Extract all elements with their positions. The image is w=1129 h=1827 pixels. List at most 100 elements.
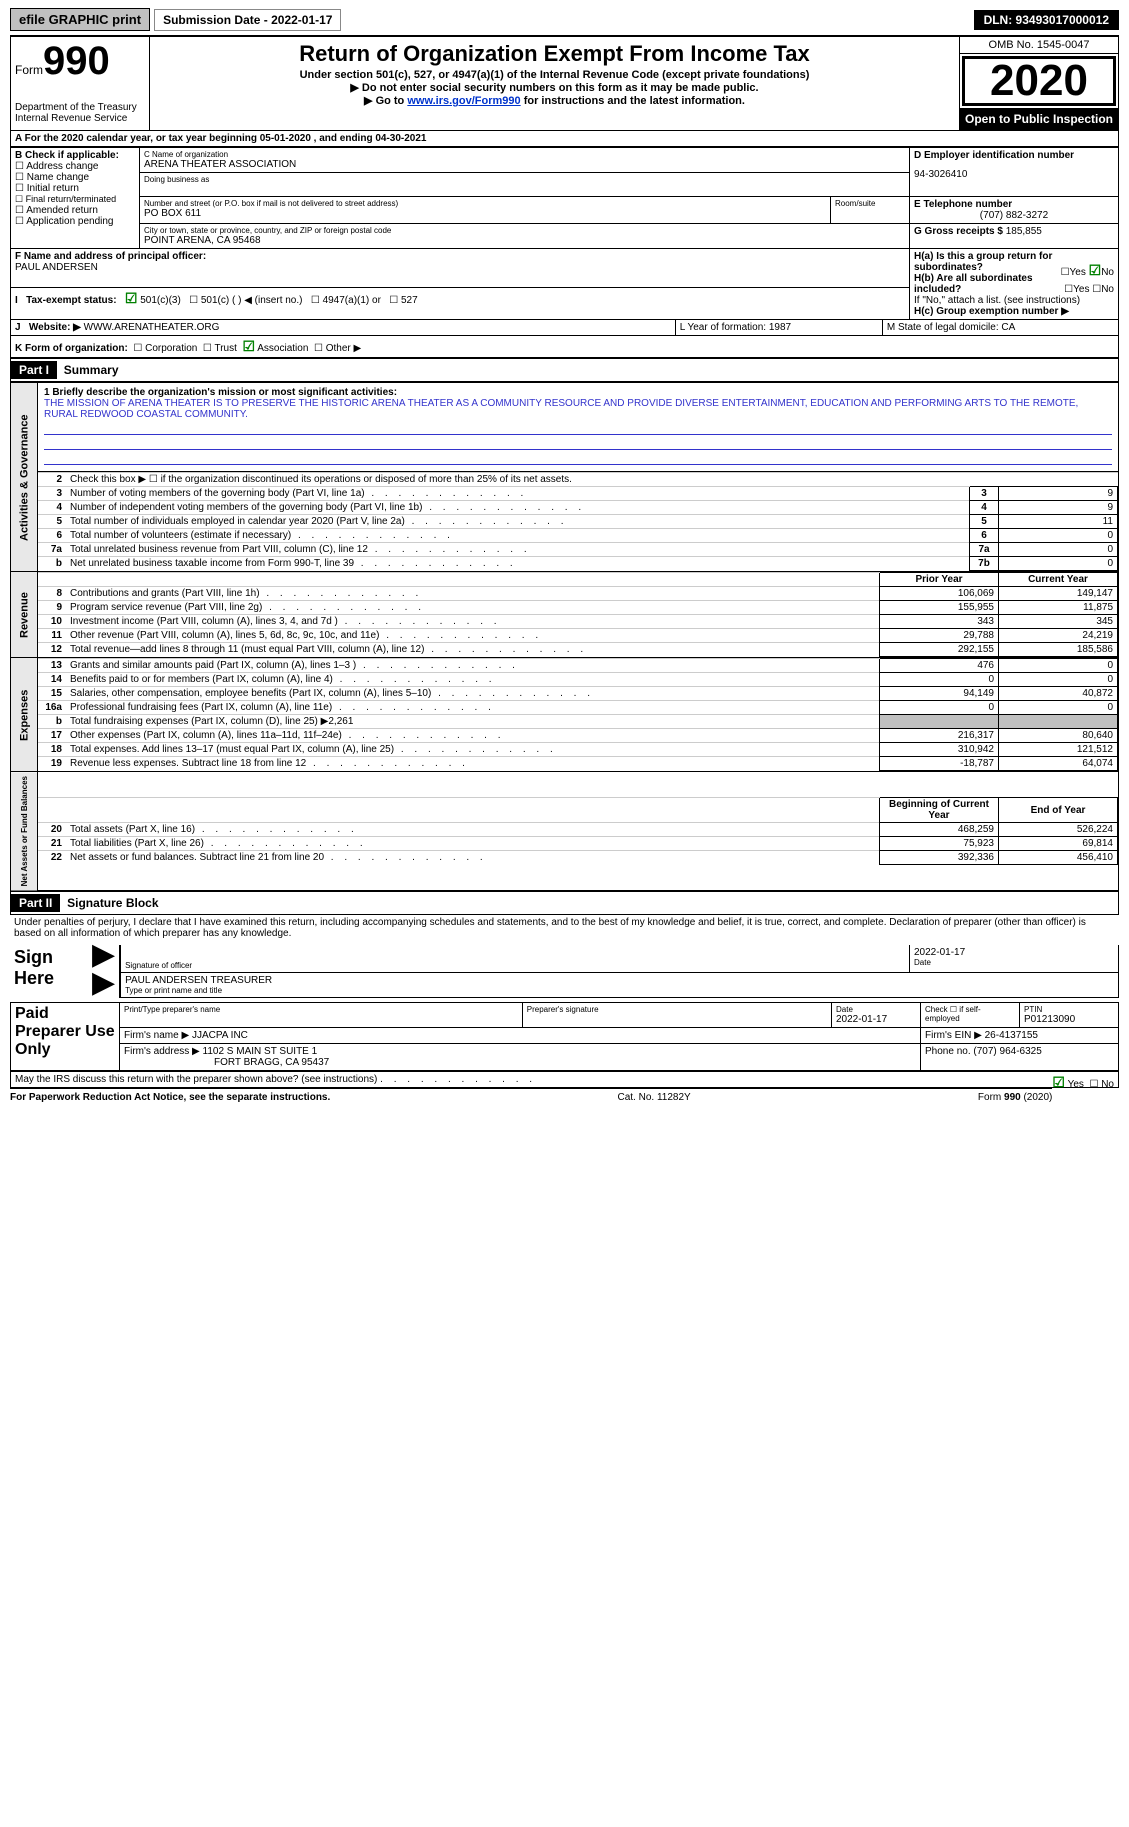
summary-table: Activities & Governance 1 Briefly descri… (10, 382, 1119, 891)
website-value[interactable]: WWW.ARENATHEATER.ORG (84, 322, 220, 333)
check-initial-return[interactable]: ☐ Initial return (15, 183, 135, 194)
firm-ein: 26-4137155 (985, 1030, 1038, 1041)
addr-value: PO BOX 611 (144, 208, 826, 219)
check-address-change[interactable]: ☐ Address change (15, 161, 135, 172)
current-value: 0 (999, 701, 1118, 715)
prior-value: 94,149 (880, 687, 999, 701)
prior-value: 392,336 (880, 851, 999, 865)
box-b-label: B Check if applicable: (15, 150, 135, 161)
line-text: Check this box ▶ ☐ if the organization d… (66, 473, 1118, 487)
h-c: H(c) Group exemption number ▶ (914, 306, 1114, 317)
box-num: 4 (970, 501, 999, 515)
sig-date: 2022-01-17 (914, 947, 1114, 958)
line-text: Professional fundraising fees (Part IX, … (66, 701, 880, 715)
line-num: 9 (38, 601, 66, 615)
line-num: b (38, 715, 66, 729)
phone-value: (707) 882-3272 (914, 210, 1114, 221)
check-pending[interactable]: ☐ Application pending (15, 216, 135, 227)
sig-date-label: Date (914, 958, 1114, 967)
prior-value: 310,942 (880, 743, 999, 757)
prep-date-value: 2022-01-17 (836, 1014, 916, 1025)
subtitle-2: ▶ Do not enter social security numbers o… (154, 81, 955, 94)
sign-here-label: Sign Here (14, 947, 84, 989)
check-amended[interactable]: ☐ Amended return (15, 205, 135, 216)
ptin-value: P01213090 (1024, 1014, 1114, 1025)
line-num: 21 (38, 837, 66, 851)
ptin-label: PTIN (1024, 1005, 1114, 1014)
current-value: 80,640 (999, 729, 1118, 743)
prior-value: 468,259 (880, 823, 999, 837)
line-text: Other revenue (Part VIII, column (A), li… (66, 629, 880, 643)
prior-value: 476 (880, 659, 999, 673)
line-i-label: I Tax-exempt status: (15, 295, 117, 306)
line-text: Total unrelated business revenue from Pa… (66, 543, 970, 557)
line-num: 22 (38, 851, 66, 865)
box-num: 7b (970, 557, 999, 571)
expense-lines: 13 Grants and similar amounts paid (Part… (38, 658, 1118, 771)
submission-date-box: Submission Date - 2022-01-17 (154, 9, 341, 31)
line-m: M State of legal domicile: CA (882, 320, 1118, 335)
line-num: 6 (38, 529, 66, 543)
line-k-label: K Form of organization: (15, 343, 128, 354)
section-revenue-label: Revenue (11, 572, 38, 658)
col-header: Beginning of Current Year (880, 798, 999, 823)
line-num: 3 (38, 487, 66, 501)
current-value: 64,074 (999, 757, 1118, 771)
info-table: B Check if applicable: ☐ Address change … (10, 147, 1119, 358)
omb-number: OMB No. 1545-0047 (960, 36, 1119, 54)
officer-name: PAUL ANDERSEN (15, 262, 905, 273)
current-value: 149,147 (999, 587, 1118, 601)
signer-name-label: Type or print name and title (125, 986, 1114, 995)
dept-label: Department of the Treasury (15, 102, 145, 113)
mission-text: THE MISSION OF ARENA THEATER IS TO PRESE… (44, 398, 1112, 420)
net-lines: Beginning of Current Year End of Year20 … (38, 797, 1118, 865)
line-text: Contributions and grants (Part VIII, lin… (66, 587, 880, 601)
line-a-tax-year: A For the 2020 calendar year, or tax yea… (10, 131, 1119, 147)
line-text: Total assets (Part X, line 16) (66, 823, 880, 837)
line-num: 7a (38, 543, 66, 557)
line-text: Total number of individuals employed in … (66, 515, 970, 529)
addr-label: Number and street (or P.O. box if mail i… (144, 199, 826, 208)
col-header: Current Year (999, 573, 1118, 587)
line-value (880, 715, 999, 729)
current-value: 40,872 (999, 687, 1118, 701)
line-num: 2 (38, 473, 66, 487)
signer-name: PAUL ANDERSEN TREASURER (125, 975, 1114, 986)
firm-phone: (707) 964-6325 (973, 1046, 1041, 1057)
part1-title: Summary (64, 363, 119, 377)
form-link[interactable]: www.irs.gov/Form990 (407, 95, 520, 107)
check-501c3[interactable]: ☑ (125, 290, 138, 306)
org-name-label: C Name of organization (144, 150, 905, 159)
officer-label: F Name and address of principal officer: (15, 251, 905, 262)
org-name: ARENA THEATER ASSOCIATION (144, 159, 905, 170)
line-text: Total fundraising expenses (Part IX, col… (66, 715, 880, 729)
line-text: Total liabilities (Part X, line 26) (66, 837, 880, 851)
line-value: 9 (999, 487, 1118, 501)
line-num: b (38, 557, 66, 571)
line-text: Revenue less expenses. Subtract line 18 … (66, 757, 880, 771)
self-employed-check[interactable]: Check ☐ if self-employed (925, 1005, 1015, 1023)
box-num: 6 (970, 529, 999, 543)
check-name-change[interactable]: ☐ Name change (15, 172, 135, 183)
current-value: 345 (999, 615, 1118, 629)
part1-header-row: Part I Summary (10, 358, 1119, 382)
ein-value: 94-3026410 (914, 169, 1114, 180)
current-value: 11,875 (999, 601, 1118, 615)
line-num: 19 (38, 757, 66, 771)
prior-value: 29,788 (880, 629, 999, 643)
line-num: 18 (38, 743, 66, 757)
check-final-return[interactable]: ☐ Final return/terminated (15, 194, 135, 205)
line-value: 0 (999, 543, 1118, 557)
line-num: 5 (38, 515, 66, 529)
form-title: Return of Organization Exempt From Incom… (154, 41, 955, 67)
paid-preparer-label: Paid Preparer Use Only (15, 1005, 115, 1059)
line-num: 4 (38, 501, 66, 515)
preparer-name-col: Print/Type preparer's name (124, 1005, 518, 1014)
section-governance-label: Activities & Governance (11, 383, 38, 572)
firm-ein-label: Firm's EIN ▶ (925, 1030, 982, 1041)
page-footer: For Paperwork Reduction Act Notice, see … (10, 1088, 1052, 1103)
discuss-yes-check[interactable]: ☑ (1052, 1074, 1065, 1090)
part2-title: Signature Block (67, 896, 158, 910)
box-num: 5 (970, 515, 999, 529)
firm-name-label: Firm's name ▶ (124, 1030, 189, 1041)
